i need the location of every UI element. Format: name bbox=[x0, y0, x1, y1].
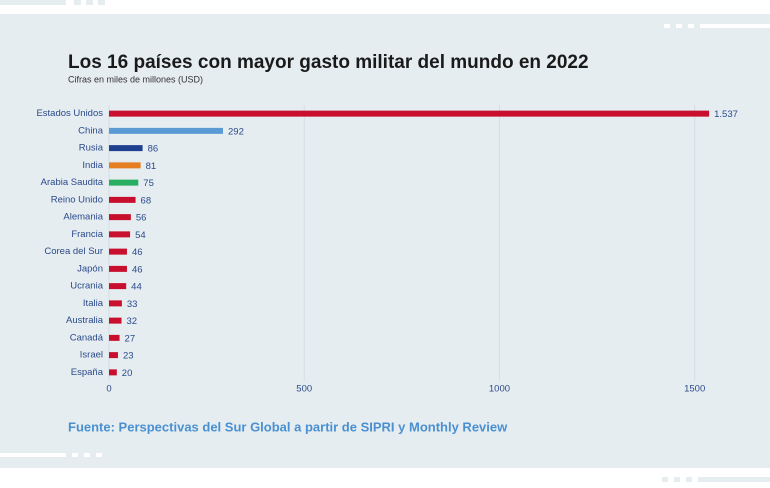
value-label: 1.537 bbox=[714, 109, 738, 120]
y-tick-label: Francia bbox=[71, 229, 103, 240]
bar bbox=[109, 127, 224, 134]
decor bbox=[86, 0, 93, 5]
y-tick-label: Israel bbox=[80, 350, 103, 361]
bar bbox=[109, 283, 127, 290]
y-tick-label: Australia bbox=[66, 315, 104, 326]
decor bbox=[0, 0, 66, 5]
y-tick-label: Canadá bbox=[70, 332, 104, 343]
value-label: 46 bbox=[132, 247, 143, 258]
value-label: 32 bbox=[126, 316, 137, 327]
y-tick-label: Italia bbox=[83, 298, 104, 309]
y-tick-label: Ucrania bbox=[70, 281, 103, 292]
decor bbox=[700, 24, 770, 28]
value-label: 20 bbox=[122, 368, 133, 379]
decor bbox=[0, 453, 66, 457]
decor bbox=[698, 477, 770, 482]
y-tick-label: India bbox=[82, 160, 103, 171]
value-label: 46 bbox=[132, 264, 143, 275]
decor bbox=[662, 477, 668, 482]
y-tick-label: Corea del Sur bbox=[44, 246, 103, 257]
y-tick-label: Alemania bbox=[63, 212, 103, 223]
bar bbox=[109, 196, 136, 203]
bar bbox=[109, 265, 127, 272]
bar bbox=[109, 248, 127, 255]
decor bbox=[96, 453, 102, 457]
bar bbox=[109, 317, 122, 324]
chart-title: Los 16 países con mayor gasto militar de… bbox=[68, 52, 589, 73]
decor bbox=[84, 453, 90, 457]
bar bbox=[109, 231, 131, 238]
decor bbox=[674, 477, 680, 482]
decor bbox=[74, 0, 81, 5]
value-label: 68 bbox=[141, 195, 152, 206]
y-tick-label: Arabia Saudita bbox=[41, 177, 104, 188]
decor bbox=[686, 477, 692, 482]
y-tick-label: Rusia bbox=[79, 143, 104, 154]
y-tick-label: España bbox=[71, 367, 104, 378]
decor bbox=[664, 24, 670, 28]
value-label: 33 bbox=[127, 299, 138, 310]
decor bbox=[98, 0, 105, 5]
chart-subtitle: Cifras en miles de millones (USD) bbox=[68, 74, 203, 84]
value-label: 44 bbox=[131, 282, 142, 293]
decor bbox=[72, 453, 78, 457]
decor bbox=[688, 24, 694, 28]
bar bbox=[109, 369, 117, 376]
value-label: 27 bbox=[125, 333, 136, 344]
y-tick-label: China bbox=[78, 125, 104, 136]
value-label: 86 bbox=[148, 144, 159, 155]
bar bbox=[109, 162, 141, 169]
bar bbox=[109, 300, 122, 307]
x-tick-label: 500 bbox=[296, 384, 312, 395]
bar bbox=[109, 145, 143, 152]
x-tick-label: 0 bbox=[106, 384, 111, 395]
value-label: 56 bbox=[136, 213, 147, 224]
value-label: 292 bbox=[228, 126, 244, 137]
value-label: 54 bbox=[135, 230, 146, 241]
value-label: 81 bbox=[146, 161, 157, 172]
y-tick-label: Japón bbox=[77, 263, 103, 274]
y-tick-label: Reino Unido bbox=[51, 194, 103, 205]
x-tick-label: 1000 bbox=[489, 384, 510, 395]
x-tick-label: 1500 bbox=[684, 384, 705, 395]
bar bbox=[109, 179, 139, 186]
source: Fuente: Perspectivas del Sur Global a pa… bbox=[68, 419, 508, 434]
bar bbox=[109, 214, 131, 221]
bar bbox=[109, 352, 118, 359]
value-label: 75 bbox=[143, 178, 154, 189]
panel bbox=[0, 14, 770, 468]
bar bbox=[109, 334, 120, 341]
value-label: 23 bbox=[123, 351, 134, 362]
bar bbox=[109, 110, 710, 117]
y-tick-label: Estados Unidos bbox=[36, 108, 103, 119]
decor bbox=[676, 24, 682, 28]
